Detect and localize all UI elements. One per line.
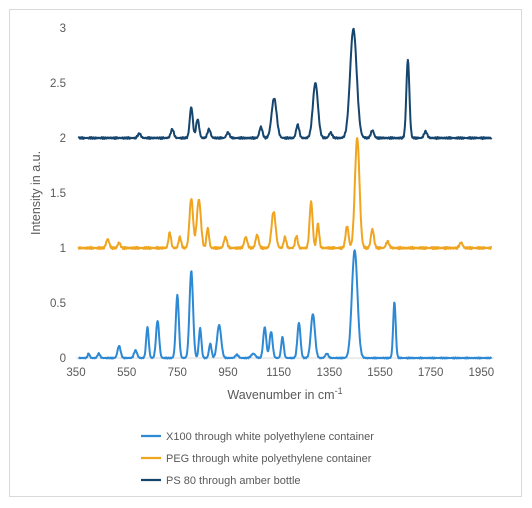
legend-label: PS 80 through amber bottle bbox=[166, 475, 301, 487]
y-tick-label: 0 bbox=[60, 353, 66, 365]
series-line bbox=[78, 249, 493, 360]
y-tick-label: 3 bbox=[60, 23, 66, 35]
series-line bbox=[77, 137, 493, 251]
series-layer bbox=[77, 27, 493, 360]
x-tick-labels: 350 550 750 950 1150 1350 1550 1750 1950 bbox=[66, 367, 494, 379]
x-tick-label: 1350 bbox=[317, 367, 343, 379]
y-tick-label: 2 bbox=[60, 133, 66, 145]
x-axis-title-text: Wavenumber in cm bbox=[227, 388, 334, 402]
x-axis-title: Wavenumber in cm-1 bbox=[227, 386, 342, 402]
x-tick-label: 1150 bbox=[266, 367, 291, 379]
y-tick-label: 2.5 bbox=[50, 78, 66, 90]
x-tick-label: 1950 bbox=[469, 367, 495, 379]
series-line bbox=[77, 27, 493, 141]
x-tick-label: 350 bbox=[66, 367, 85, 379]
x-tick-label: 750 bbox=[168, 367, 187, 379]
y-tick-label: 1 bbox=[60, 243, 66, 255]
legend-label: PEG through white polyethylene container bbox=[166, 453, 372, 465]
y-tick-labels: 0 0.5 1 1.5 2 2.5 3 bbox=[50, 23, 66, 365]
x-axis-title-superscript: -1 bbox=[335, 386, 343, 396]
y-axis-title: Intensity in a.u. bbox=[29, 151, 43, 235]
x-tick-label: 550 bbox=[117, 367, 136, 379]
x-tick-label: 1550 bbox=[367, 367, 393, 379]
x-tick-label: 950 bbox=[218, 367, 237, 379]
legend: X100 through white polyethylene containe… bbox=[141, 431, 374, 487]
x-tick-label: 1750 bbox=[418, 367, 444, 379]
legend-label: X100 through white polyethylene containe… bbox=[166, 431, 374, 443]
y-tick-label: 1.5 bbox=[50, 188, 66, 200]
chart-frame bbox=[9, 9, 522, 497]
y-tick-label: 0.5 bbox=[50, 298, 66, 310]
